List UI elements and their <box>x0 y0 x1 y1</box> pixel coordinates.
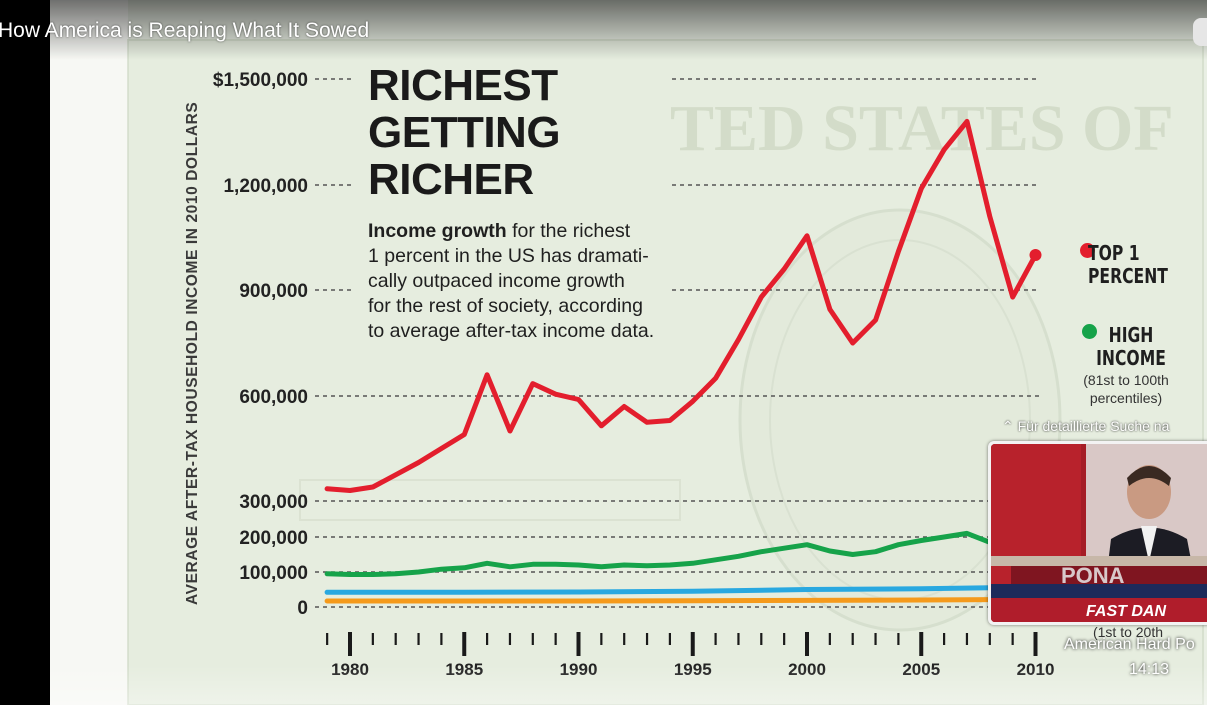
description-bold: Income growth <box>368 220 507 242</box>
search-hint-text: Für detaillierte Suche na <box>1017 418 1170 434</box>
description-line-5: to average after-tax income data. <box>368 320 655 342</box>
series-lines <box>324 118 1042 604</box>
description-line-1: for the richest <box>512 220 631 242</box>
frame-edge <box>50 0 128 705</box>
headline: RICHEST GETTING RICHER <box>368 61 561 204</box>
y-tick-label: 100,000 <box>239 563 308 584</box>
y-tick-label: 200,000 <box>239 528 308 549</box>
y-tick-labels: 0 100,000 200,000 300,000 600,000 900,000 1,20… <box>213 70 308 619</box>
legend-top1-label: TOP 1 PERCENT <box>1088 242 1168 288</box>
series-line-1 <box>324 118 1038 493</box>
thumbnail-image: PONA FAST DAN <box>991 444 1207 622</box>
legend-top1-line-1: TOP 1 <box>1088 241 1140 265</box>
series-end-marker <box>1029 249 1042 261</box>
headline-line-2: GETTING <box>368 108 561 157</box>
thumbnail-caption: FAST DAN <box>1086 603 1166 620</box>
y-tick-label: 300,000 <box>239 492 308 513</box>
related-video-thumbnail[interactable]: PONA FAST DAN <box>988 441 1207 625</box>
y-tick-label: 600,000 <box>239 387 308 408</box>
x-tick-label: 1995 <box>674 660 712 679</box>
x-tick-label: 2010 <box>1017 660 1055 679</box>
legend-high-note-1: (81st to 100th <box>1083 372 1169 388</box>
legend-top1-line-2: PERCENT <box>1088 264 1168 288</box>
description-line-3: cally outpaced income growth <box>368 270 625 292</box>
description-line-4: for the rest of society, according <box>368 295 643 317</box>
series-line-2 <box>324 530 993 577</box>
search-hint[interactable]: ⌃ Für detaillierte Suche na <box>1002 418 1170 434</box>
thumbnail-duration: 14:13 <box>1129 661 1169 679</box>
legend-top1-dot <box>1080 243 1095 258</box>
x-tick-label: 1990 <box>560 660 598 679</box>
y-axis-label: AVERAGE AFTER-TAX HOUSEHOLD INCOME IN 20… <box>184 102 201 605</box>
y-tick-label: $1,500,000 <box>213 70 308 91</box>
x-tick-label: 1980 <box>331 660 369 679</box>
headline-line-3: RICHER <box>368 155 534 204</box>
x-axis: 1980 1985 1990 1995 2000 2005 2010 (1st to 20th <box>326 624 1163 679</box>
thumbnail-channel[interactable]: American Hard Po <box>1064 636 1195 653</box>
svg-text:PONA: PONA <box>1061 563 1125 588</box>
bill-watermark-text: TED STATES OF <box>670 92 1174 165</box>
series-line-3 <box>324 585 993 595</box>
legend-high-label: HIGH INCOME <box>1088 324 1174 370</box>
y-tick-label: 900,000 <box>239 281 308 302</box>
legend-high-note: (81st to 100th percentiles) <box>1070 371 1182 407</box>
legend-high-line-2: INCOME <box>1096 346 1166 370</box>
video-title[interactable]: How America is Reaping What It Sowed <box>0 19 370 42</box>
y-tick-label: 1,200,000 <box>223 176 308 197</box>
description-line-2: 1 percent in the US has dramati- <box>368 245 649 267</box>
letterbox-left <box>0 0 50 705</box>
x-tick-label: 1985 <box>445 660 483 679</box>
legend-high-dot <box>1082 324 1097 339</box>
legend-high-note-2: percentiles) <box>1089 390 1163 406</box>
overlay-button[interactable] <box>1193 18 1207 46</box>
series-line-4 <box>324 597 993 604</box>
bottom-overlay <box>50 665 1207 705</box>
headline-line-1: RICHEST <box>368 61 558 110</box>
legend-low-note: (1st to 20th <box>1093 624 1163 640</box>
x-tick-label: 2000 <box>788 660 826 679</box>
legend-high-line-1: HIGH <box>1108 323 1154 347</box>
description: Income growth for the richest 1 percent … <box>368 219 688 344</box>
title-overlay <box>0 0 1207 60</box>
x-tick-label: 2005 <box>902 660 940 679</box>
y-tick-label: 0 <box>297 598 308 619</box>
